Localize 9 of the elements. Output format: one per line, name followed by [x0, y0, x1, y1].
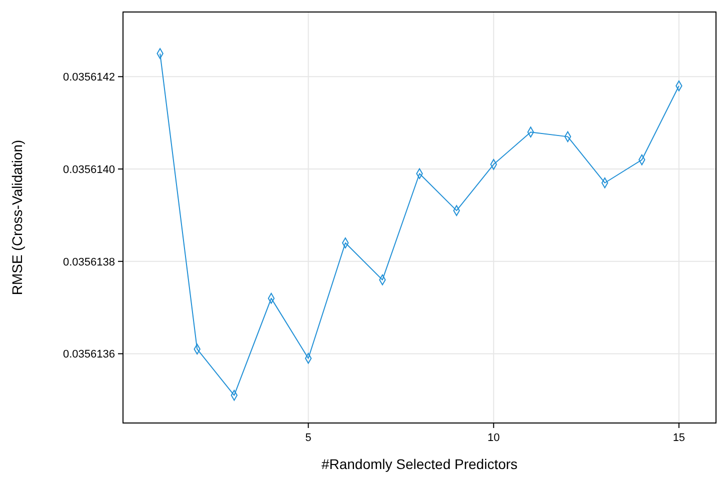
x-tick-label: 10	[488, 432, 500, 444]
y-tick-label: 0.0356138	[63, 256, 115, 268]
x-axis-title: #Randomly Selected Predictors	[321, 456, 518, 472]
y-tick-label: 0.0356136	[63, 348, 115, 361]
y-axis-title: RMSE (Cross-Validation)	[9, 140, 25, 296]
x-tick-label: 15	[672, 432, 686, 444]
x-tick-label: 5	[305, 432, 312, 444]
y-tick-label: 0.0356142	[63, 72, 115, 84]
y-tick-label: 0.0356140	[63, 164, 115, 176]
